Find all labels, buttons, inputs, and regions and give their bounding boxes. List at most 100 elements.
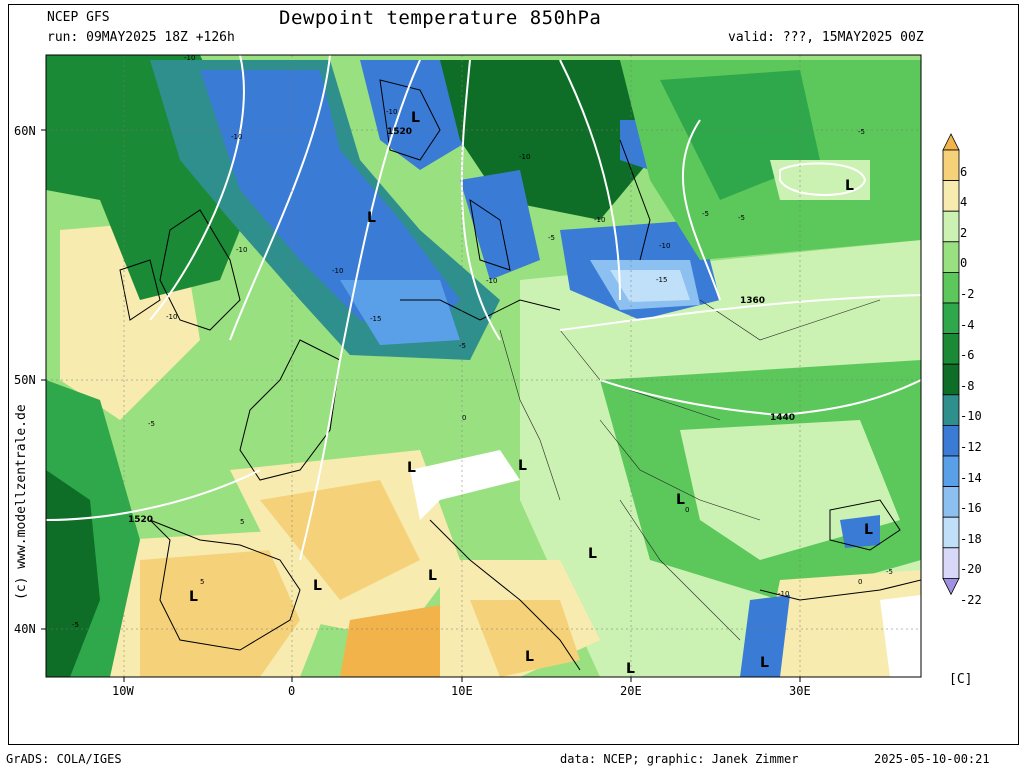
run-label: run: 09MAY2025 18Z +126h (47, 30, 235, 45)
colorbar-swatch (942, 394, 960, 426)
low-marker: L (626, 661, 635, 677)
colorbar-tick-label: -22 (960, 593, 982, 607)
colorbar-tick-label: -16 (960, 501, 982, 516)
contour-label: -10 (386, 108, 397, 116)
colorbar-swatch (942, 180, 960, 212)
colorbar-tick-label: -2 (960, 287, 975, 301)
low-marker: L (367, 210, 376, 226)
graticule (46, 55, 921, 677)
lat-label-60n: 60N (14, 124, 36, 138)
colorbar-tick-label: -12 (960, 440, 982, 454)
contour-label: 0 (462, 414, 466, 422)
isobar-label: 1520 (387, 127, 412, 137)
contour-label: -5 (886, 568, 893, 576)
low-marker: L (588, 546, 597, 562)
geopotential-contours (46, 55, 921, 561)
isobar-label: 1440 (770, 413, 795, 423)
footer-credit: data: NCEP; graphic: Janek Zimmer (560, 752, 799, 766)
colorbar-swatch (942, 241, 960, 273)
colorbar-tick-label: -14 (960, 470, 982, 485)
contour-label: -5 (459, 342, 466, 350)
contour-label: -10 (236, 246, 247, 254)
contour-label: -10 (659, 242, 670, 250)
contour-label: -10 (778, 590, 789, 598)
lat-label-40n: 40N (14, 622, 36, 636)
footer-software: GrADS: COLA/IGES (6, 752, 122, 766)
figure-frame (8, 4, 1019, 745)
isobar-labels: 1520 1360 1440 1520 (128, 127, 795, 525)
low-marker: L (864, 522, 873, 538)
valid-label: valid: ???, 15MAY2025 00Z (728, 30, 924, 45)
colorbar-tick-label: -8 (960, 378, 975, 393)
map-border (45, 54, 922, 678)
map-field (46, 55, 921, 677)
colorbar-tick-label: -6 (960, 348, 975, 363)
isobar-label: 1360 (740, 296, 765, 306)
colorbar-swatch (942, 486, 960, 518)
contour-label: -5 (738, 214, 745, 222)
colorbar-swatch (942, 547, 960, 579)
low-marker: L (760, 655, 769, 671)
colorbar-tick-label: -18 (960, 531, 982, 546)
low-markers: L L L L L L L L L L L L L L (189, 110, 873, 677)
contour-label: -10 (594, 216, 605, 224)
low-marker: L (525, 649, 534, 665)
contour-labels: -10 -10 -10 -10 -10 -10 -10 -10 -10 -15 … (72, 54, 893, 629)
lon-label-10w: 10W (112, 684, 134, 698)
contour-label: 0 (685, 506, 689, 514)
colorbar-swatch (942, 210, 960, 243)
low-marker: L (845, 178, 854, 194)
contour-label: -5 (548, 234, 555, 242)
isobar-label: 1520 (128, 515, 153, 525)
contour-label: -15 (370, 315, 381, 323)
contour-label: -10 (486, 277, 497, 285)
lat-label-50n: 50N (14, 373, 36, 387)
colorbar-bottom-arrow (942, 578, 960, 596)
coastlines (119, 79, 921, 671)
contour-label: -5 (72, 621, 79, 629)
colorbar-tick-label: -4 (960, 317, 975, 332)
colorbar (942, 133, 960, 596)
contour-label: -10 (184, 54, 195, 62)
map-title: Dewpoint temperature 850hPa (279, 7, 602, 29)
contour-label: -10 (332, 267, 343, 275)
contour-label: -10 (231, 133, 242, 141)
colorbar-swatch (942, 149, 960, 182)
colorbar-tick-label: 4 (960, 195, 968, 210)
low-marker: L (313, 578, 322, 594)
low-marker: L (676, 492, 685, 508)
colorbar-tick-label: -20 (960, 562, 982, 577)
contour-label: 0 (858, 578, 862, 586)
contour-label: -15 (656, 276, 667, 284)
contour-label: 5 (240, 518, 244, 526)
lon-label-20e: 20E (620, 684, 642, 698)
contour-label: -10 (166, 313, 177, 321)
model-label: NCEP GFS (47, 10, 110, 25)
low-marker: L (518, 458, 527, 474)
colorbar-tick-label: 6 (960, 164, 968, 179)
colorbar-swatch (942, 455, 960, 488)
contour-label: -5 (702, 210, 709, 218)
axis-ticks (41, 129, 801, 682)
lon-label-0: 0 (288, 684, 296, 698)
low-marker: L (428, 568, 437, 584)
colorbar-tick-label: -10 (960, 409, 982, 424)
colorbar-tick-label: 0 (960, 256, 968, 271)
low-marker: L (407, 460, 416, 476)
lon-label-30e: 30E (789, 684, 811, 698)
colorbar-unit: [C] (949, 672, 973, 687)
contour-label: -5 (148, 420, 155, 428)
footer-timestamp: 2025-05-10-00:21 (874, 752, 990, 766)
colorbar-top-arrow (942, 133, 960, 151)
colorbar-swatch (942, 363, 960, 396)
colorbar-swatch (942, 333, 960, 365)
lon-label-10e: 10E (451, 684, 473, 698)
colorbar-swatch (942, 302, 960, 335)
colorbar-swatch (942, 271, 960, 304)
colorbar-swatch (942, 516, 960, 549)
colorbar-tick-label: 2 (960, 225, 968, 240)
contour-label: -5 (858, 128, 865, 136)
contour-label: -10 (519, 153, 530, 161)
contour-label: 5 (200, 578, 204, 586)
